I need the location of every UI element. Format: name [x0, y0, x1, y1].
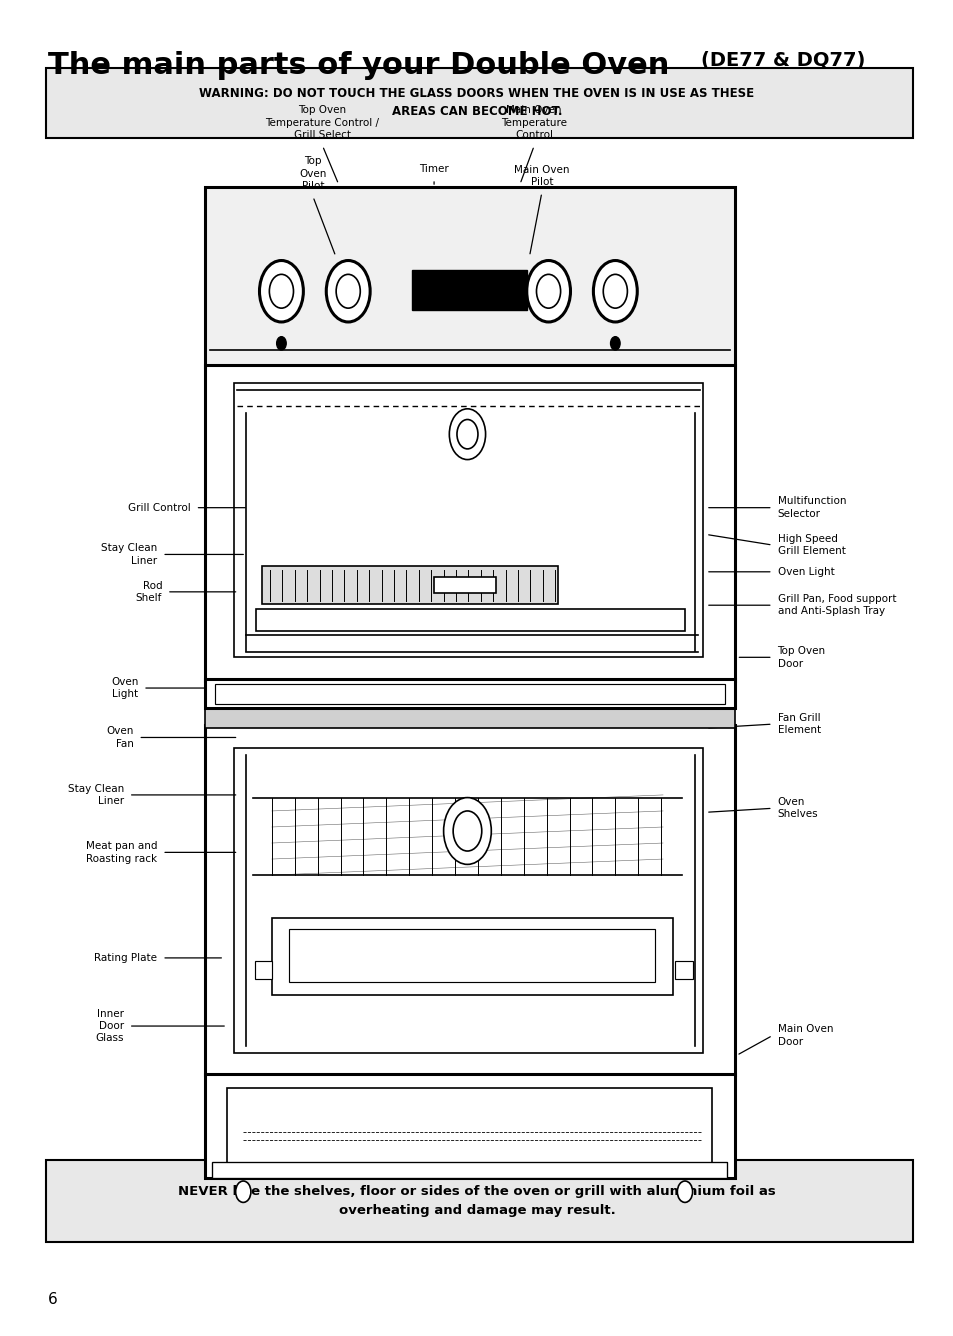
Text: Oven
Light: Oven Light — [111, 677, 138, 699]
Text: Stay Clean
Liner: Stay Clean Liner — [101, 544, 157, 565]
Text: Oven
Fan: Oven Fan — [106, 727, 133, 748]
Text: Main Oven
Temperature
Control: Main Oven Temperature Control — [500, 106, 567, 140]
Bar — [254, 961, 272, 979]
Text: Top Oven
Door: Top Oven Door — [777, 647, 824, 668]
Circle shape — [449, 409, 485, 460]
FancyBboxPatch shape — [46, 1160, 912, 1242]
Bar — [205, 187, 734, 367]
Circle shape — [602, 274, 627, 309]
Bar — [262, 566, 558, 604]
Bar — [233, 748, 702, 1053]
Bar — [205, 725, 734, 1075]
Circle shape — [276, 337, 286, 350]
Bar — [205, 679, 734, 708]
Circle shape — [259, 261, 303, 322]
Bar — [205, 1074, 734, 1178]
Text: High Speed
Grill Element: High Speed Grill Element — [777, 534, 844, 556]
Circle shape — [453, 811, 481, 851]
Text: Oven Light: Oven Light — [777, 566, 833, 577]
Circle shape — [593, 261, 637, 322]
Text: Multifunction
Selector: Multifunction Selector — [777, 497, 845, 518]
Text: 6: 6 — [48, 1292, 57, 1307]
Text: (DE77 & DQ77): (DE77 & DQ77) — [700, 51, 864, 69]
Text: Fan Grill
Element: Fan Grill Element — [777, 713, 820, 735]
Circle shape — [610, 337, 619, 350]
Text: WARNING: DO NOT TOUCH THE GLASS DOORS WHEN THE OVEN IS IN USE AS THESE
AREAS CAN: WARNING: DO NOT TOUCH THE GLASS DOORS WH… — [199, 87, 754, 119]
Circle shape — [526, 261, 570, 322]
Text: Grill Pan, Food support
and Anti-Splash Tray: Grill Pan, Food support and Anti-Splash … — [777, 595, 895, 616]
Bar — [434, 577, 496, 593]
Circle shape — [326, 261, 370, 322]
Text: Oven
Shelves: Oven Shelves — [777, 798, 818, 819]
Text: Grill Control: Grill Control — [128, 502, 191, 513]
Text: The main parts of your Double Oven: The main parts of your Double Oven — [48, 51, 668, 80]
Bar — [272, 918, 672, 995]
Circle shape — [335, 274, 360, 309]
Text: Timer: Timer — [418, 164, 449, 174]
Bar — [205, 707, 734, 728]
FancyBboxPatch shape — [46, 68, 912, 138]
Bar — [675, 961, 692, 979]
Circle shape — [443, 798, 491, 864]
Circle shape — [677, 1181, 692, 1202]
Bar — [289, 929, 655, 982]
Circle shape — [269, 274, 294, 309]
Circle shape — [536, 274, 560, 309]
Text: Inner
Door
Glass: Inner Door Glass — [95, 1009, 124, 1043]
Text: Rating Plate: Rating Plate — [94, 953, 157, 963]
Bar — [212, 1162, 726, 1178]
Text: Rod
Shelf: Rod Shelf — [135, 581, 162, 603]
Text: Meat pan and
Roasting rack: Meat pan and Roasting rack — [86, 842, 157, 863]
Text: Main Oven
Door: Main Oven Door — [777, 1025, 832, 1046]
Text: Top Oven
Temperature Control /
Grill Select: Top Oven Temperature Control / Grill Sel… — [265, 106, 379, 140]
Text: Main Oven
Pilot: Main Oven Pilot — [514, 164, 569, 187]
Bar — [412, 270, 526, 310]
Bar — [255, 609, 684, 631]
Bar — [233, 383, 702, 657]
Bar — [205, 365, 734, 681]
Bar — [214, 684, 724, 704]
Text: Top
Oven
Pilot: Top Oven Pilot — [299, 156, 326, 191]
Text: Stay Clean
Liner: Stay Clean Liner — [68, 784, 124, 806]
Circle shape — [456, 420, 477, 449]
Circle shape — [235, 1181, 251, 1202]
Text: NEVER line the shelves, floor or sides of the oven or grill with aluminium foil : NEVER line the shelves, floor or sides o… — [178, 1185, 775, 1217]
Bar — [227, 1088, 711, 1165]
